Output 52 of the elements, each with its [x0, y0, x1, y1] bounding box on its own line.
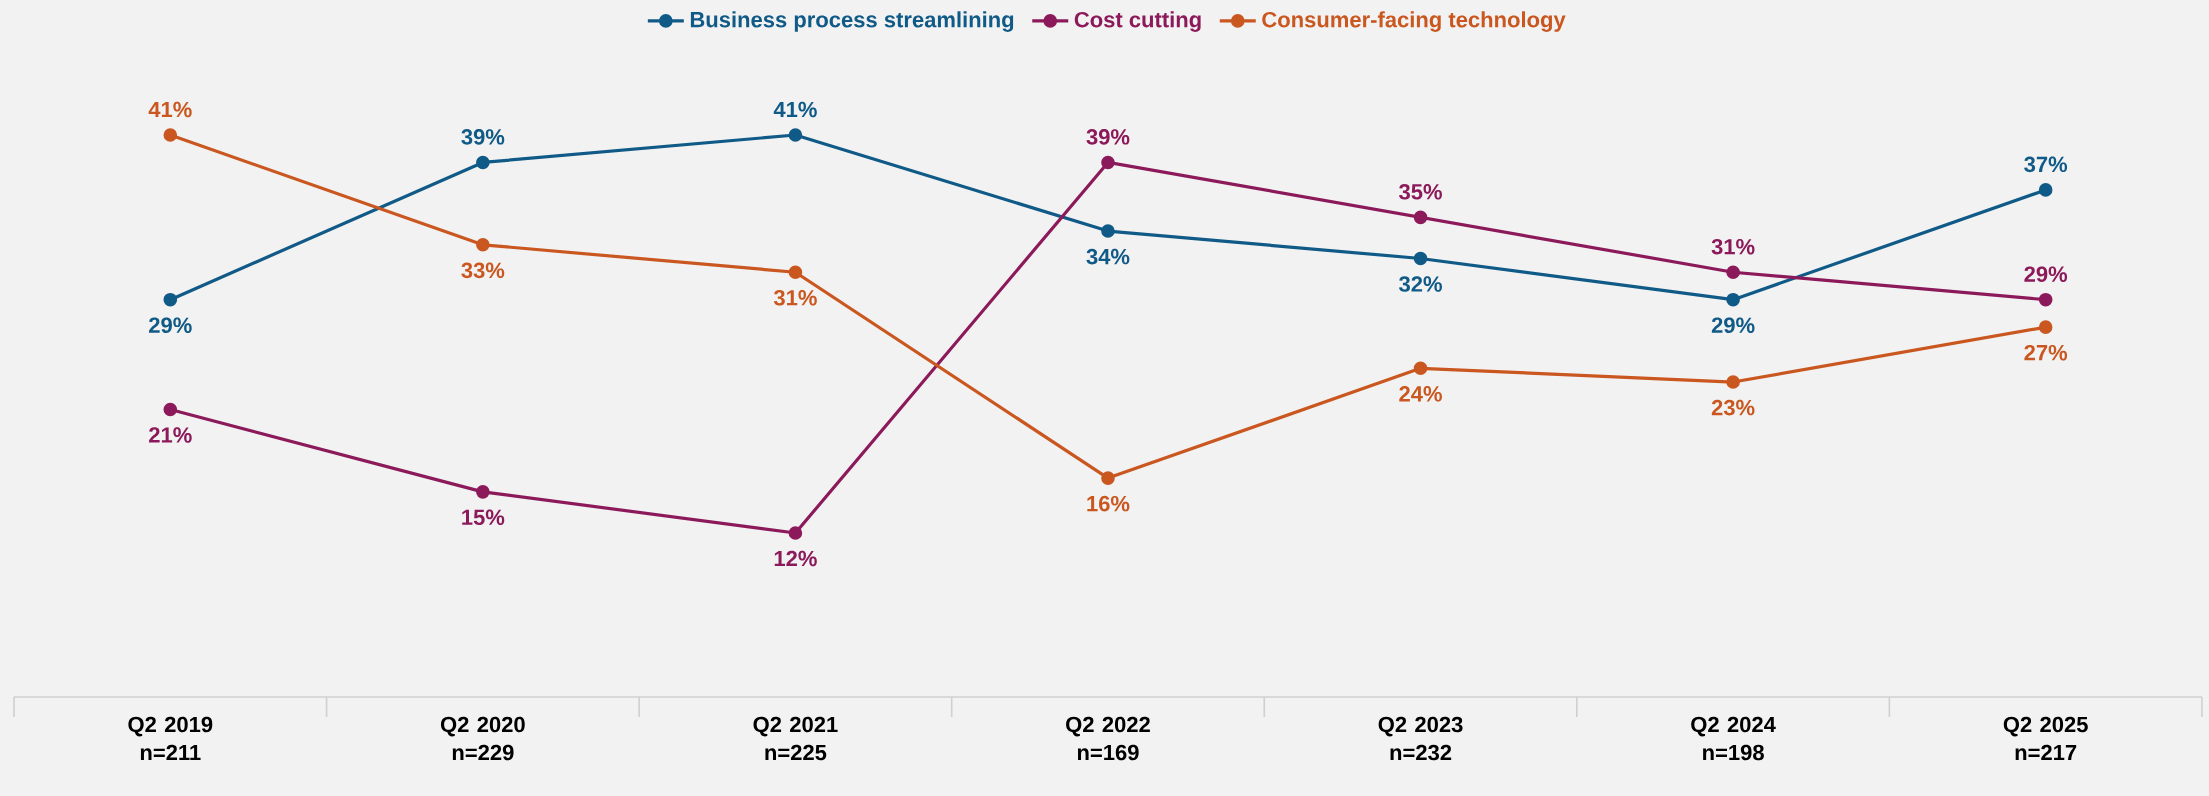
point	[2038, 320, 2053, 334]
point	[2038, 183, 2053, 197]
point	[163, 292, 178, 307]
x-tick-label: Q2 2024 n=198	[1691, 716, 1776, 761]
data-label: 33%	[461, 262, 505, 279]
x-tick-label: Q2 2025 n=217	[2003, 716, 2088, 761]
x-tick-label: Q2 2019 n=211	[128, 716, 213, 761]
point	[2038, 292, 2053, 307]
legend-label: Business process streamlining	[690, 11, 1014, 32]
data-label: 31%	[1711, 238, 1755, 255]
data-label: 41%	[773, 101, 817, 118]
legend-label: Consumer-facing technology	[1262, 11, 1566, 32]
point	[476, 485, 490, 499]
data-label: 24%	[1399, 386, 1442, 402]
point	[476, 155, 490, 170]
data-label: 34%	[1086, 248, 1130, 265]
point	[1726, 265, 1740, 280]
x-tick-label: Q2 2023 n=232	[1378, 716, 1463, 761]
x-tick-label: Q2 2021 n=225	[753, 716, 838, 761]
data-label: 21%	[149, 427, 192, 443]
point	[1101, 155, 1115, 170]
data-label: 35%	[1399, 184, 1442, 200]
point	[788, 265, 803, 280]
data-label: 29%	[1711, 317, 1755, 333]
data-label: 31%	[773, 289, 817, 306]
data-label: 29%	[149, 317, 192, 333]
point	[1413, 210, 1428, 225]
data-label: 39%	[1086, 129, 1130, 145]
point	[1726, 375, 1740, 389]
data-label: 41%	[148, 101, 192, 118]
data-label: 27%	[2024, 344, 2068, 361]
x-tick-label: Q2 2022 n=169	[1066, 716, 1150, 761]
x-tick-label: Q2 2020 n=229	[440, 716, 525, 761]
point	[476, 237, 490, 252]
data-label: 15%	[462, 509, 505, 526]
point	[163, 128, 178, 142]
data-label: 32%	[1399, 276, 1442, 292]
legend-label: Cost cutting	[1074, 11, 1201, 32]
point	[163, 402, 178, 417]
point	[788, 128, 803, 142]
data-label: 23%	[1711, 399, 1755, 416]
point	[788, 526, 803, 540]
data-label: 29%	[2024, 266, 2068, 282]
point	[1413, 361, 1428, 376]
data-label: 39%	[461, 129, 505, 145]
data-label: 12%	[774, 550, 817, 567]
point	[1101, 471, 1115, 485]
point	[1726, 292, 1740, 307]
point	[1413, 251, 1428, 266]
data-label: 16%	[1087, 495, 1130, 512]
data-label: 37%	[2024, 156, 2068, 173]
point	[1101, 224, 1115, 238]
